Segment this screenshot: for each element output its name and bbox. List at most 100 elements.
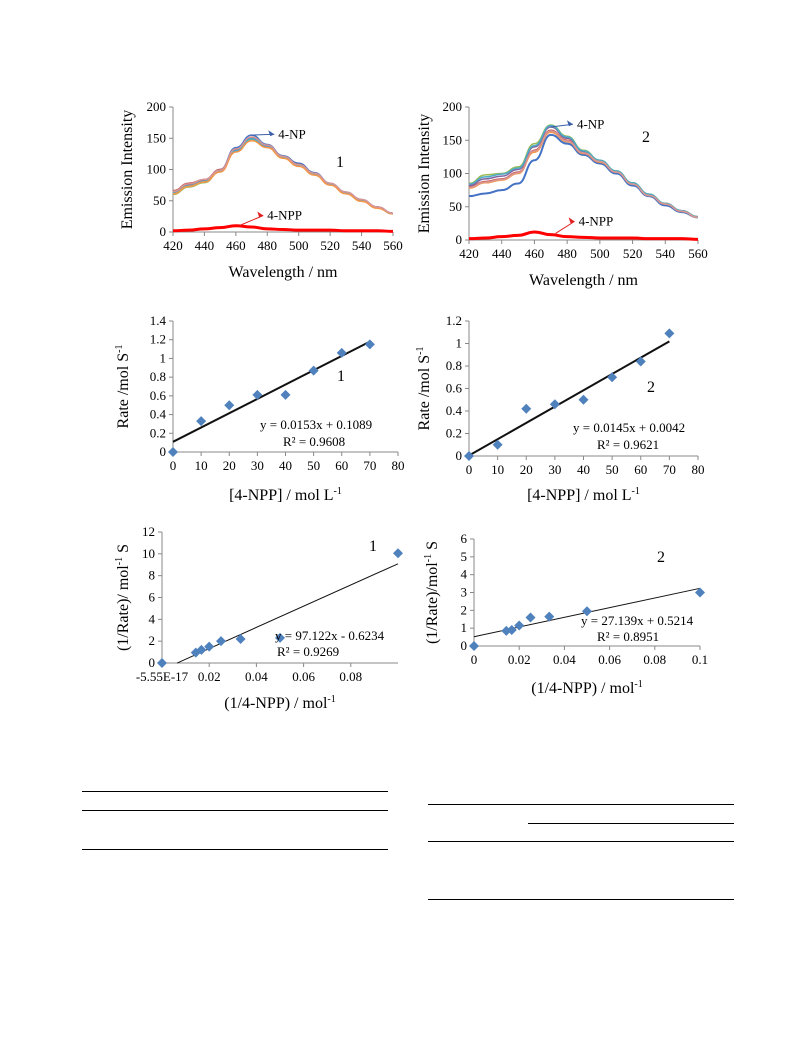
x-tick-label: 0.08: [339, 669, 362, 684]
x-axis-label: Wavelength / nm: [229, 264, 338, 281]
x-tick-label: 50: [606, 462, 619, 477]
y-tick-label: 0.4: [446, 403, 463, 418]
data-point-2: [521, 403, 532, 414]
y-tick-label: 4: [461, 567, 468, 582]
x-tick-label: 500: [590, 246, 610, 261]
trendline-equation: y = 27.139x + 0.5214: [581, 613, 694, 628]
data-point-3: [204, 641, 215, 652]
y-tick-label: 10: [142, 546, 155, 561]
x-tick-label: 0.06: [292, 669, 315, 684]
panel-number-label: 2: [657, 549, 665, 566]
table-right-rule-bottom: [428, 899, 734, 900]
data-point-3: [514, 620, 525, 631]
x-tick-label: 60: [634, 462, 647, 477]
data-point-7: [393, 548, 403, 559]
trendline-equation: y = 0.0153x + 0.1089: [260, 417, 372, 432]
x-tick-label: 540: [352, 238, 372, 253]
trendline-equation: y = 0.0145x + 0.0042: [573, 420, 685, 435]
x-tick-label: 420: [163, 238, 183, 253]
y-axis-label: Rate /mol S-1: [114, 345, 132, 429]
arrowhead: [566, 120, 573, 127]
y-tick-label: 0.8: [150, 369, 166, 384]
x-tick-label: 540: [656, 246, 676, 261]
x-tick-label: 30: [251, 458, 264, 473]
y-tick-label: 0: [456, 448, 463, 463]
y-tick-label: 0.2: [150, 425, 166, 440]
x-tick-label: 480: [557, 246, 577, 261]
x-axis-label: (1/4-NPP) / mol-1: [531, 679, 642, 697]
r-squared-label: R² = 0.9269: [277, 644, 339, 659]
table-right-rule-sub: [528, 823, 734, 824]
table-right-rule-top: [428, 804, 734, 805]
x-tick-label: 0.08: [643, 652, 666, 667]
panel-number-label: 1: [336, 154, 344, 171]
data-point-5: [607, 372, 618, 383]
x-tick-label: 40: [279, 458, 292, 473]
y-tick-label: 0: [149, 655, 156, 670]
arrowhead: [257, 211, 264, 218]
y-tick-label: 1.2: [446, 313, 462, 328]
y-tick-label: 50: [449, 199, 462, 214]
y-tick-label: 0.6: [150, 388, 167, 403]
y-tick-label: 6: [461, 531, 468, 546]
y-tick-label: 150: [147, 130, 167, 145]
data-point-6: [635, 356, 646, 367]
y-tick-label: 0: [461, 638, 468, 653]
y-tick-label: 1: [456, 336, 463, 351]
x-tick-label: 460: [226, 238, 246, 253]
x-tick-label: 0.04: [245, 669, 268, 684]
y-tick-label: 50: [153, 193, 166, 208]
y-tick-label: 1.2: [150, 332, 166, 347]
r-squared-label: R² = 0.9608: [283, 434, 345, 449]
data-point-0: [469, 641, 479, 651]
data-point-3: [252, 389, 263, 400]
chart-rate-1: 0 0.2 0.4 0.6 0.8 1 1.2 1.4 0 10 20 30 40 50 60 70 80 [4-…: [114, 313, 405, 504]
series-line-5: [172, 139, 394, 215]
data-point-2: [506, 624, 517, 635]
y-tick-label: 0.8: [446, 358, 462, 373]
y-tick-label: 100: [147, 162, 167, 177]
panel-number-label: 2: [647, 379, 655, 396]
x-axis-label: [4-NPP] / mol L-1: [527, 486, 640, 504]
trendline: [468, 340, 670, 457]
panel-number-label: 1: [337, 368, 345, 385]
x-tick-label: 0: [471, 652, 478, 667]
x-tick-label: 0.06: [598, 652, 621, 667]
x-tick-label: 60: [335, 458, 348, 473]
x-tick-label: 20: [520, 462, 533, 477]
data-point-4: [280, 389, 291, 400]
data-point-2: [224, 400, 235, 411]
y-tick-label: 0.6: [446, 381, 463, 396]
r-squared-label: R² = 0.8951: [597, 629, 659, 644]
y-tick-label: 1.4: [150, 313, 167, 328]
y-tick-label: 0.4: [150, 407, 167, 422]
x-tick-label: 560: [688, 246, 708, 261]
data-point-5: [235, 633, 246, 644]
x-tick-label: 20: [223, 458, 236, 473]
y-axis-label: (1/Rate)/ mol-1 S: [114, 544, 132, 651]
y-tick-label: 2: [461, 602, 468, 617]
series-line-1: [172, 137, 394, 214]
data-point-0: [157, 658, 167, 668]
x-tick-label: 440: [492, 246, 512, 261]
y-tick-label: 2: [149, 633, 156, 648]
x-tick-label: -5.55E-17: [136, 669, 189, 684]
y-axis-label: Rate /mol S-1: [415, 347, 433, 431]
series-line-6: [172, 136, 394, 214]
data-point-4: [578, 394, 589, 405]
chart-emission-2: 0 50 100 150 200 420 440 460 480 500 520 540 560 Wave…: [416, 99, 708, 289]
x-tick-label: 0: [466, 462, 473, 477]
x-tick-label: 520: [320, 238, 340, 253]
table-right-rule-3: [428, 841, 734, 842]
table-left-rule-top: [82, 791, 388, 792]
x-tick-label: 40: [577, 462, 590, 477]
data-point-5: [308, 365, 319, 376]
trendline-equation: y = 97.122x - 0.6234: [275, 628, 385, 643]
y-tick-label: 0: [160, 224, 167, 239]
chart-emission-1: 0 50 100 150 200 420 440 460 480 500 520 540 560 Wave…: [119, 99, 403, 281]
x-tick-label: 80: [392, 458, 405, 473]
x-tick-label: 70: [663, 462, 676, 477]
series-line-4: [468, 124, 699, 218]
x-axis-label: [4-NPP] / mol L-1: [229, 486, 342, 504]
y-tick-label: 100: [443, 166, 463, 181]
